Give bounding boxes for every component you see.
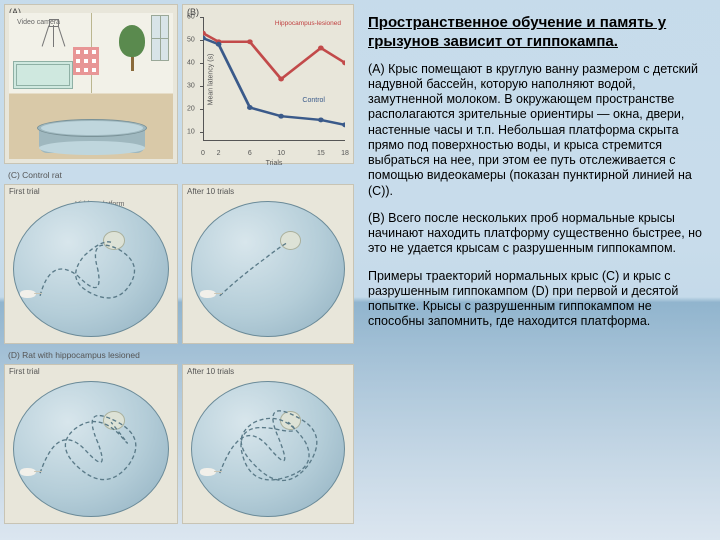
cabinet-icon (13, 61, 73, 89)
wall-mat-icon (73, 47, 99, 75)
swim-path-d2 (192, 382, 344, 516)
window-icon (151, 15, 169, 61)
pool-c2 (191, 201, 345, 337)
panel-c-first: First trial Hidden platform (4, 184, 178, 344)
panel-d-first-label: First trial (9, 367, 40, 376)
panel-d-after-label: After 10 trials (187, 367, 234, 376)
panel-a-scene: Video camera (9, 13, 173, 159)
text-column: Пространственное обучение и память у гры… (358, 0, 720, 540)
paragraph-a: (А) Крыс помещают в круглую ванну размер… (368, 62, 702, 199)
legend-control: Control (302, 97, 325, 104)
pool-d1 (13, 381, 169, 517)
paragraph-cd: Примеры траекторий нормальных крыс (С) и… (368, 269, 702, 330)
panel-d-first: First trial (4, 364, 178, 524)
page-title: Пространственное обучение и память у гры… (368, 14, 702, 52)
paragraph-b: (В) Всего после нескольких проб нормальн… (368, 211, 702, 257)
pool-d2 (191, 381, 345, 517)
rat-icon (20, 468, 36, 476)
panel-c-after: After 10 trials (182, 184, 354, 344)
chart-xlabel: Trials (266, 160, 283, 167)
panel-c-first-label: First trial (9, 187, 40, 196)
chart-b: Mean latency (s) 60 50 40 30 20 10 0 2 6… (203, 17, 345, 155)
panel-b: (B) Mean latency (s) 60 50 40 30 20 10 0… (182, 4, 354, 164)
panel-a: (A) Video camera (4, 4, 178, 164)
swim-path-c2 (192, 202, 344, 336)
panel-d-label: (D) Rat with hippocampus lesioned (8, 350, 140, 360)
pool-icon (37, 119, 147, 155)
panel-c-after-label: After 10 trials (187, 187, 234, 196)
tree-icon (119, 25, 145, 71)
panel-d-after: After 10 trials (182, 364, 354, 524)
chart-lines (203, 17, 345, 141)
legend-hippo: Hippocampus-lesioned (275, 21, 341, 28)
swim-path-d1 (14, 382, 168, 516)
swim-path-c1 (14, 202, 168, 336)
rat-icon (200, 468, 216, 476)
panel-c-label: (C) Control rat (8, 170, 62, 180)
pool-c1 (13, 201, 169, 337)
tripod-icon (39, 19, 69, 49)
figure-left: (A) Video camera (0, 0, 358, 540)
